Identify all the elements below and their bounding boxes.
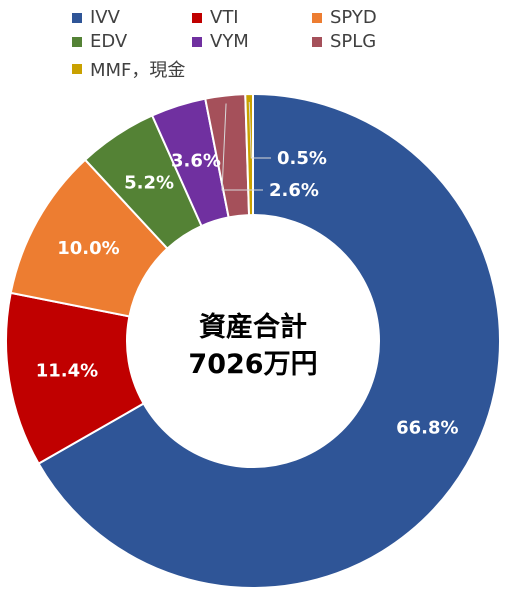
center-label-total: 7026万円 [188, 349, 317, 380]
legend-item-spyd: SPYD [312, 7, 377, 28]
data-label-mmf: 0.5% [277, 148, 327, 169]
legend-swatch [192, 12, 202, 23]
legend-item-ivv: IVV [72, 7, 120, 28]
data-label-vym: 3.6% [171, 150, 221, 171]
data-label-edv: 5.2% [124, 173, 174, 194]
legend-item-mmf: MMF，現金 [72, 56, 185, 82]
legend-swatch [192, 36, 202, 47]
legend-item-edv: EDV [72, 31, 127, 52]
legend-label: IVV [90, 7, 120, 28]
slice-mmf [244, 92, 254, 217]
legend-swatch [72, 64, 82, 74]
leader-line-mmf [248, 102, 271, 159]
legend-label: EDV [90, 31, 128, 52]
slice-ivv [37, 92, 501, 589]
legend-item-vym: VYM [192, 31, 249, 52]
leader-line-splg [221, 103, 263, 191]
legend-label: VTI [210, 7, 239, 28]
data-label-vti: 11.4% [36, 360, 98, 381]
data-label-splg: 2.6% [269, 180, 319, 201]
center-label-title: 資産合計 [199, 311, 307, 343]
legend-swatch [312, 36, 322, 47]
data-label-spyd: 10.0% [57, 238, 119, 259]
legend-label: SPYD [330, 7, 377, 28]
legend-item-vti: VTI [192, 7, 239, 28]
legend-swatch [72, 12, 82, 23]
chart-legend: IVV VTI SPYD EDV VYM SPLG MMF，現金 [0, 0, 508, 82]
legend-label: VYM [210, 31, 249, 52]
legend-swatch [72, 36, 82, 47]
legend-label: MMF，現金 [90, 60, 186, 81]
legend-swatch [312, 12, 322, 23]
data-label-ivv: 66.8% [396, 417, 458, 438]
legend-item-splg: SPLG [312, 31, 376, 52]
legend-label: SPLG [330, 31, 377, 52]
